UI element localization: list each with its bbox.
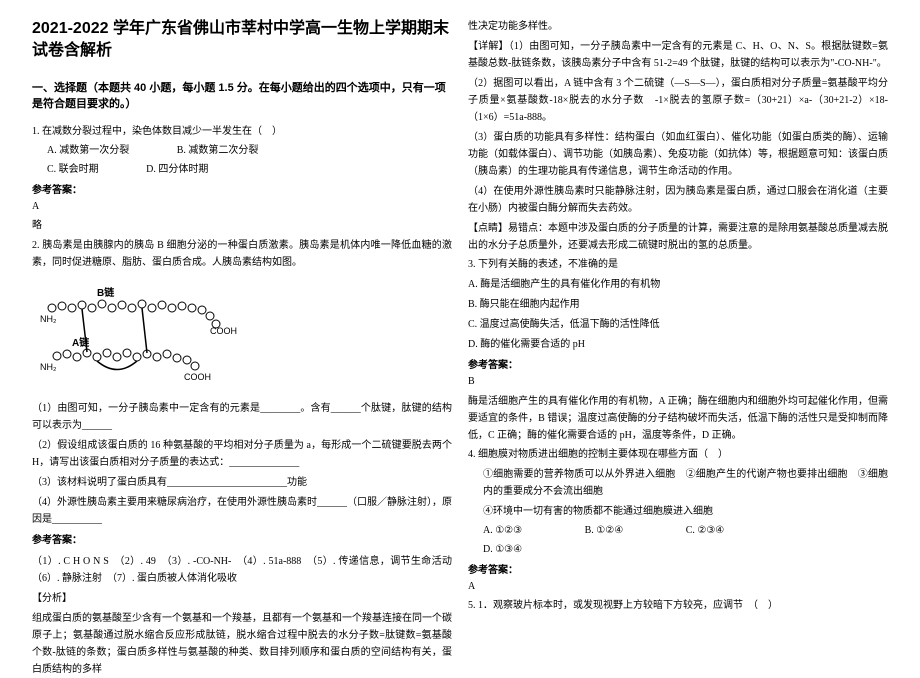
q2-sub2: （2）假设组成该蛋白质的 16 种氨基酸的平均相对分子质量为 a，每形成一个二硫… [32, 437, 452, 471]
q4-stem: 4. 细胞膜对物质进出细胞的控制主要体现在哪些方面（ ） [468, 447, 888, 463]
q2-sub4: （4）外源性胰岛素主要用来糖尿病治疗，在使用外源性胰岛素时______（口服／静… [32, 494, 452, 528]
r-tip-label: 【点睛】 [468, 223, 508, 234]
r-tip: 【点睛】易错点：本题中涉及蛋白质的分子质量的计算，需要注意的是除用氨基酸总质量减… [468, 220, 888, 254]
fig-nh2-b: NH₂ [40, 314, 57, 324]
q2-sub1: （1）由图可知，一分子胰岛素中一定含有的元素是________。含有______… [32, 400, 452, 434]
insulin-figure: NH₂ NH₂ B链 A链 COOH COOH [32, 278, 242, 393]
right-column: 性决定功能多样性。 【详解】（1）由图可知，一分子胰岛素中一定含有的元素是 C、… [460, 18, 896, 633]
q1-opt-a: A. 减数第一次分裂 [47, 143, 129, 159]
q2-analysis: 组成蛋白质的氨基酸至少含有一个氨基和一个羧基，且都有一个氨基和一个羧基连接在同一… [32, 610, 452, 678]
q2-analysis-label: 【分析】 [32, 590, 452, 607]
q4-line2: ④环境中一切有害的物质都不能通过细胞膜进入细胞 [468, 503, 888, 520]
q4-opt-a: A. ①②③ [483, 523, 522, 539]
q3-answer: B [468, 374, 888, 390]
q1-stem: 1. 在减数分裂过程中，染色体数目减少一半发生在（ ） [32, 124, 452, 140]
r-p5: （4）在使用外源性胰岛素时只能静脉注射，因为胰岛素是蛋白质，通过口服会在消化道（… [468, 183, 888, 217]
fig-achain: A链 [72, 336, 90, 349]
q4-answer: A [468, 579, 888, 595]
q4-opt-b: B. ①②④ [585, 523, 624, 539]
q1-answer-extra: 略 [32, 218, 452, 234]
q2-stem: 2. 胰岛素是由胰腺内的胰岛 B 细胞分泌的一种蛋白质激素。胰岛素是机体内唯一降… [32, 237, 452, 271]
r-tip-text: 易错点：本题中涉及蛋白质的分子质量的计算，需要注意的是除用氨基酸总质量减去脱出的… [468, 223, 888, 251]
q1-options-row2: C. 联会时期 D. 四分体时期 [32, 162, 452, 178]
q2-answer-line: （1）. C H O N S （2）. 49 （3）. -CO-NH- （4）.… [32, 553, 452, 587]
q3-exp: 酶是活细胞产生的具有催化作用的有机物，A 正确；酶在细胞内和细胞外均可起催化作用… [468, 393, 888, 444]
q4-options: A. ①②③ B. ①②④ C. ②③④ [468, 523, 888, 539]
q4-answer-label: 参考答案： [468, 561, 888, 576]
q3-d: D. 酶的催化需要合适的 pH [468, 336, 888, 353]
q3-b: B. 酶只能在细胞内起作用 [468, 296, 888, 313]
q3-a: A. 酶是活细胞产生的具有催化作用的有机物 [468, 276, 888, 293]
q1-options-row1: A. 减数第一次分裂 B. 减数第二次分裂 [32, 143, 452, 159]
r-p1: 性决定功能多样性。 [468, 18, 888, 35]
q4-opt-d: D. ①③④ [483, 542, 522, 558]
q2-answer-label: 参考答案： [32, 531, 452, 546]
q1-opt-b: B. 减数第二次分裂 [177, 143, 259, 159]
q3-answer-label: 参考答案： [468, 356, 888, 371]
q3-stem: 3. 下列有关酶的表述，不准确的是 [468, 257, 888, 273]
r-p3: （2）据图可以看出，A 链中含有 3 个二硫键（—S—S—），蛋白质相对分子质量… [468, 75, 888, 126]
q1-answer-label: 参考答案： [32, 181, 452, 196]
doc-title: 2021-2022 学年广东省佛山市莘村中学高一生物上学期期末试卷含解析 [32, 18, 452, 61]
r-p2: （1）由图可知，一分子胰岛素中一定含有的元素是 C、H、O、N、S。根据肽键数=… [468, 41, 888, 69]
q4-opt-c: C. ②③④ [686, 523, 725, 539]
r-p4: （3）蛋白质的功能具有多样性：结构蛋白（如血红蛋白）、催化功能（如蛋白质类的酶）… [468, 129, 888, 180]
q4-options-2: D. ①③④ [468, 542, 888, 558]
q3-c: C. 温度过高使酶失活，低温下酶的活性降低 [468, 316, 888, 333]
q4-line1: ①细胞需要的营养物质可以从外界进入细胞 ②细胞产生的代谢产物也要排出细胞 ③细胞… [468, 466, 888, 500]
left-column: 2021-2022 学年广东省佛山市莘村中学高一生物上学期期末试卷含解析 一、选… [24, 18, 460, 633]
section-1-heading: 一、选择题（本题共 40 小题，每小题 1.5 分。在每小题给出的四个选项中，只… [32, 81, 452, 112]
r-detail: 【详解】（1）由图可知，一分子胰岛素中一定含有的元素是 C、H、O、N、S。根据… [468, 38, 888, 72]
q1-opt-c: C. 联会时期 [47, 162, 99, 178]
fig-bchain: B链 [97, 286, 115, 299]
q2-sub3: （3）该材料说明了蛋白质具有________________________功能 [32, 474, 452, 491]
r-detail-label: 【详解】 [468, 41, 509, 52]
q5-stem: 5. 1．观察玻片标本时，或发现视野上方较暗下方较亮，应调节 （ ） [468, 598, 888, 614]
q1-answer: A [32, 199, 452, 215]
fig-nh2-a: NH₂ [40, 362, 57, 372]
fig-cooh-b: COOH [210, 326, 237, 336]
fig-cooh-a: COOH [184, 372, 211, 382]
q1-opt-d: D. 四分体时期 [146, 162, 208, 178]
